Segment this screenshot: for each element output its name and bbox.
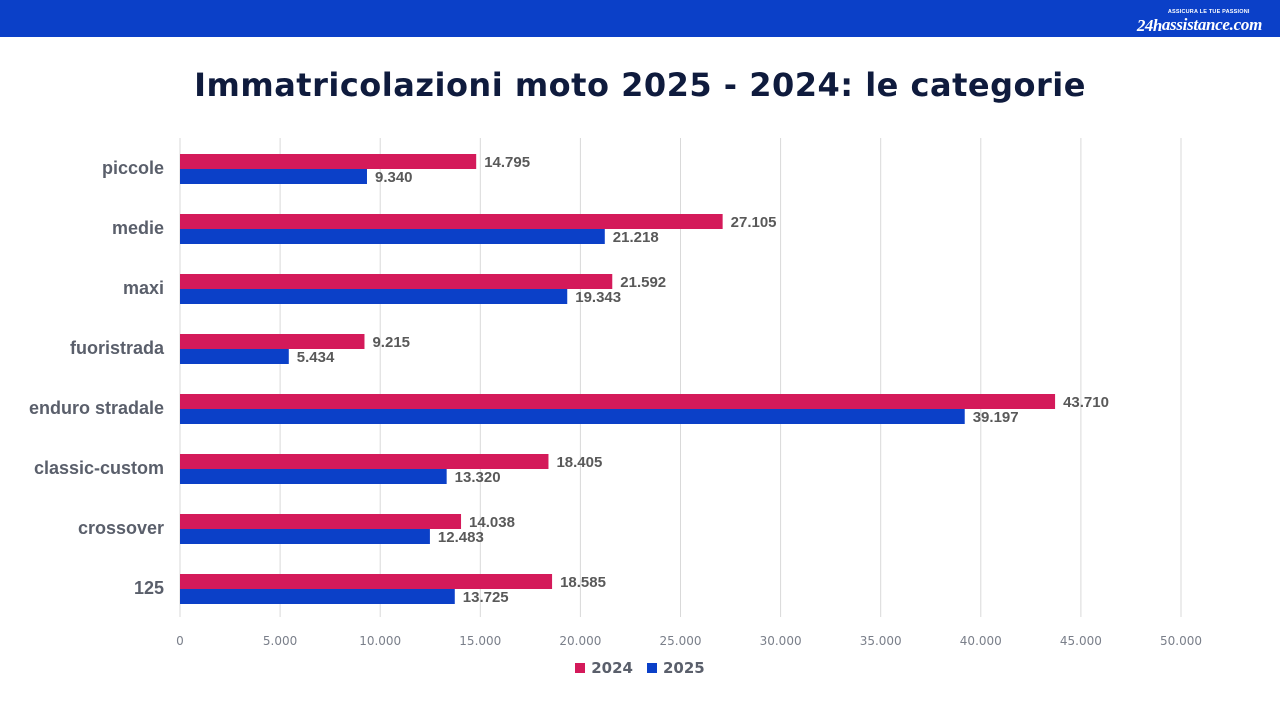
data-label-2025: 21.218 (613, 229, 659, 246)
data-label-2024: 14.795 (484, 154, 530, 171)
category-label: maxi (123, 278, 164, 298)
category-label: medie (112, 218, 164, 238)
brand-logo[interactable]: 24h ASSICURA LE TUE PASSIONI assistance.… (1137, 4, 1262, 34)
category-label: 125 (134, 578, 164, 598)
bar-2025 (180, 349, 289, 364)
category-label: classic-custom (34, 458, 164, 478)
category-label: enduro stradale (29, 398, 164, 418)
x-tick-label: 50.000 (1160, 634, 1202, 648)
data-label-2025: 5.434 (297, 349, 335, 366)
bar-2025 (180, 469, 447, 484)
data-label-2024: 14.038 (469, 514, 515, 531)
x-tick-label: 10.000 (359, 634, 401, 648)
bar-2025 (180, 589, 455, 604)
category-label: piccole (102, 158, 164, 178)
data-label-2024: 18.405 (556, 454, 602, 471)
x-tick-label: 15.000 (459, 634, 501, 648)
data-label-2024: 21.592 (620, 274, 666, 291)
bar-2025 (180, 169, 367, 184)
brand-text: ASSICURA LE TUE PASSIONI assistance.com (1162, 8, 1262, 34)
bar-2024 (180, 214, 723, 229)
x-tick-label: 30.000 (760, 634, 802, 648)
data-label-2025: 12.483 (438, 529, 484, 546)
data-label-2024: 43.710 (1063, 394, 1109, 411)
data-label-2025: 9.340 (375, 169, 413, 186)
x-tick-label: 40.000 (960, 634, 1002, 648)
x-tick-label: 5.000 (263, 634, 297, 648)
data-label-2025: 13.725 (463, 589, 509, 606)
data-label-2025: 13.320 (455, 469, 501, 486)
bar-2024 (180, 394, 1056, 409)
data-label-2025: 39.197 (973, 409, 1019, 426)
brand-tagline: ASSICURA LE TUE PASSIONI (1167, 9, 1250, 15)
data-label-2024: 18.585 (560, 574, 606, 591)
legend-swatch-2024 (575, 663, 586, 673)
brand-name: assistance.com (1161, 15, 1262, 34)
chart-title: Immatricolazioni moto 2025 - 2024: le ca… (194, 66, 1086, 104)
top-bar: 24h ASSICURA LE TUE PASSIONI assistance.… (0, 0, 1280, 37)
legend-label-2024: 2024 (591, 659, 633, 677)
chart-legend: 2024 2025 (0, 659, 1280, 677)
bar-2024 (180, 454, 549, 469)
x-tick-label: 25.000 (660, 634, 702, 648)
data-label-2025: 19.343 (575, 289, 621, 306)
legend-item-2024: 2024 (575, 659, 633, 677)
brand-prefix: 24h (1136, 16, 1162, 35)
x-tick-label: 35.000 (860, 634, 902, 648)
legend-swatch-2025 (647, 663, 657, 673)
bar-2024 (180, 154, 477, 169)
category-label: crossover (78, 518, 164, 538)
bar-2025 (180, 409, 965, 424)
x-tick-label: 0 (176, 634, 184, 648)
bar-2024 (180, 574, 553, 589)
data-label-2024: 9.215 (372, 334, 410, 351)
bar-2024 (180, 514, 462, 529)
legend-item-2025: 2025 (647, 659, 705, 677)
category-label: fuoristrada (70, 338, 165, 358)
bar-2025 (180, 289, 568, 304)
bar-2024 (180, 334, 365, 349)
bar-2025 (180, 529, 430, 544)
data-label-2024: 27.105 (731, 214, 777, 231)
bar-2024 (180, 274, 613, 289)
legend-label-2025: 2025 (663, 659, 705, 677)
bar-2025 (180, 229, 605, 244)
x-tick-label: 45.000 (1060, 634, 1102, 648)
x-tick-label: 20.000 (559, 634, 601, 648)
